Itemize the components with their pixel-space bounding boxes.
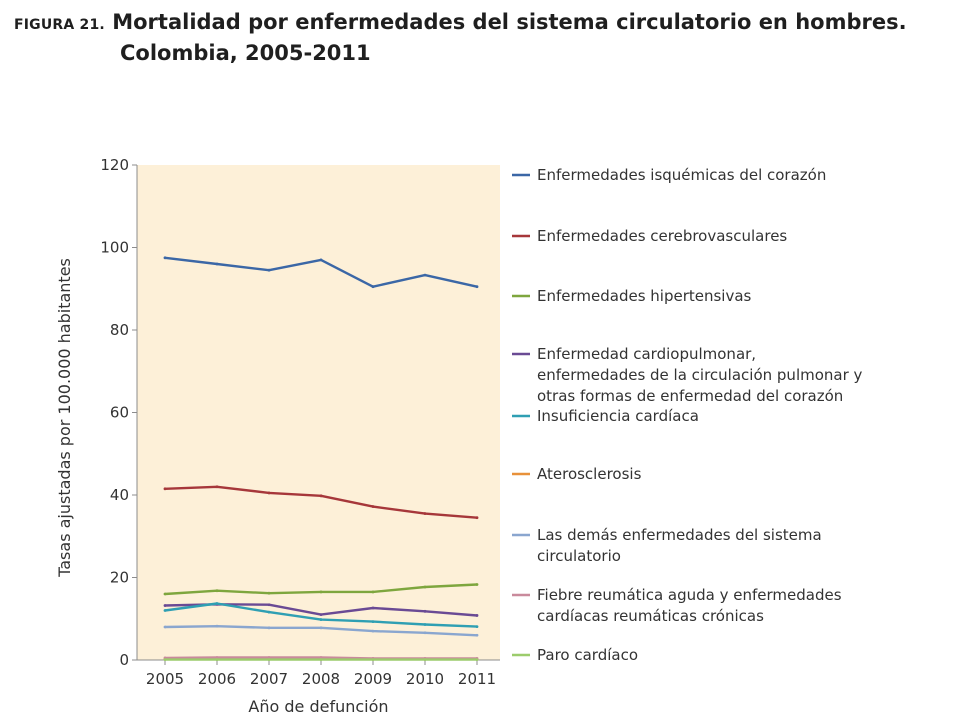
x-axis-title: Año de defunción: [248, 697, 388, 716]
y-tick-label-100: 100: [100, 239, 129, 257]
y-tick-label-40: 40: [110, 486, 129, 504]
y-tick-label-20: 20: [110, 569, 129, 587]
legend-label-7-line-2: circulatorio: [537, 547, 621, 565]
data-point-s8-2007: [267, 656, 271, 659]
data-point-s2-2009: [371, 505, 375, 508]
data-point-s9-2011: [475, 658, 479, 661]
data-point-s3-2005: [163, 592, 167, 596]
data-point-s4-2007: [267, 603, 271, 607]
x-tick-label-2008: 2008: [302, 670, 340, 688]
data-point-s1-2006: [215, 262, 219, 266]
data-point-s7-2010: [423, 631, 427, 635]
y-axis-title: Tasas ajustadas por 100.000 habitantes: [55, 258, 74, 578]
data-point-s7-2005: [163, 625, 167, 629]
y-tick-label-60: 60: [110, 404, 129, 422]
data-point-s9-2006: [215, 658, 219, 661]
y-tick-label-80: 80: [110, 321, 129, 339]
data-point-s5-2006: [215, 602, 219, 605]
data-point-s5-2010: [423, 623, 427, 626]
data-point-s3-2010: [423, 585, 427, 589]
legend-label-5: Insuficiencia cardíaca: [537, 407, 699, 425]
data-point-s9-2010: [423, 658, 427, 661]
x-tick-label-2010: 2010: [406, 670, 444, 688]
legend-label-4-line-1: Enfermedad cardiopulmonar,: [537, 345, 756, 363]
data-point-s5-2007: [267, 610, 271, 614]
legend-label-4-line-2: enfermedades de la circulación pulmonar …: [537, 366, 863, 384]
data-point-s3-2007: [267, 591, 271, 595]
data-point-s7-2008: [319, 626, 323, 630]
data-point-s3-2011: [475, 583, 479, 586]
y-tick-label-0: 0: [119, 651, 129, 669]
data-point-s4-2008: [319, 613, 323, 617]
data-point-s9-2007: [267, 658, 271, 661]
x-tick-label-2011: 2011: [458, 670, 496, 688]
legend-label-6: Aterosclerosis: [537, 465, 642, 483]
legend-label-3: Enfermedades hipertensivas: [537, 287, 752, 305]
data-point-s8-2006: [215, 656, 219, 659]
data-point-s9-2009: [371, 658, 375, 661]
legend-label-7-line-1: Las demás enfermedades del sistema: [537, 526, 822, 544]
x-tick-label-2007: 2007: [250, 670, 288, 688]
legend-label-8-line-2: cardíacas reumáticas crónicas: [537, 607, 764, 625]
data-point-s4-2009: [371, 606, 375, 610]
data-point-s5-2005: [163, 609, 167, 612]
legend-label-8-line-1: Fiebre reumática aguda y enfermedades: [537, 586, 842, 604]
data-point-s2-2011: [475, 516, 479, 520]
data-point-s2-2006: [215, 485, 219, 489]
data-point-s3-2009: [371, 590, 375, 594]
data-point-s7-2011: [475, 633, 479, 637]
data-point-s5-2009: [371, 620, 375, 624]
title-line-1: FIGURA 21. Mortalidad por enfermedades d…: [14, 8, 907, 39]
data-point-s3-2006: [215, 589, 219, 593]
data-point-s1-2011: [475, 285, 479, 289]
legend-label-2: Enfermedades cerebrovasculares: [537, 227, 787, 245]
x-tick-label-2006: 2006: [198, 670, 236, 688]
data-point-s2-2007: [267, 491, 271, 495]
data-point-s2-2008: [319, 494, 323, 498]
data-point-s2-2005: [163, 487, 167, 491]
data-point-s3-2008: [319, 590, 323, 594]
title-line-2: Colombia, 2005-2011: [120, 41, 371, 65]
legend-label-4-line-3: otras formas de enfermedad del corazón: [537, 387, 843, 405]
data-point-s4-2011: [475, 614, 479, 617]
legend-label-1: Enfermedades isquémicas del corazón: [537, 166, 826, 184]
data-point-s1-2010: [423, 273, 427, 277]
data-point-s7-2007: [267, 626, 271, 630]
data-point-s9-2008: [319, 658, 323, 661]
data-point-s2-2010: [423, 512, 427, 515]
x-tick-label-2005: 2005: [146, 670, 184, 688]
data-point-s9-2005: [163, 658, 167, 661]
legend-label-9: Paro cardíaco: [537, 646, 638, 664]
data-point-s1-2009: [371, 285, 375, 289]
data-point-s5-2011: [475, 625, 479, 628]
figure-title: FIGURA 21. Mortalidad por enfermedades d…: [14, 8, 907, 67]
figure-label: FIGURA 21.: [14, 17, 105, 33]
plot-background: [137, 165, 500, 660]
data-point-s4-2010: [423, 609, 427, 613]
data-point-s5-2008: [319, 618, 323, 621]
data-point-s1-2007: [267, 268, 271, 272]
data-point-s8-2008: [319, 656, 323, 659]
data-point-s7-2009: [371, 629, 375, 633]
data-point-s1-2008: [319, 258, 323, 262]
data-point-s7-2006: [215, 624, 219, 628]
data-point-s1-2005: [163, 256, 167, 260]
y-tick-label-120: 120: [100, 156, 129, 174]
title-text-1: Mortalidad por enfermedades del sistema …: [112, 10, 907, 34]
x-tick-label-2009: 2009: [354, 670, 392, 688]
data-point-s4-2005: [163, 604, 167, 607]
